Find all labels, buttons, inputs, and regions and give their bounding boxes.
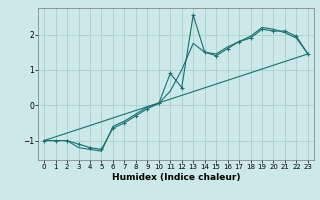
X-axis label: Humidex (Indice chaleur): Humidex (Indice chaleur) [112,173,240,182]
